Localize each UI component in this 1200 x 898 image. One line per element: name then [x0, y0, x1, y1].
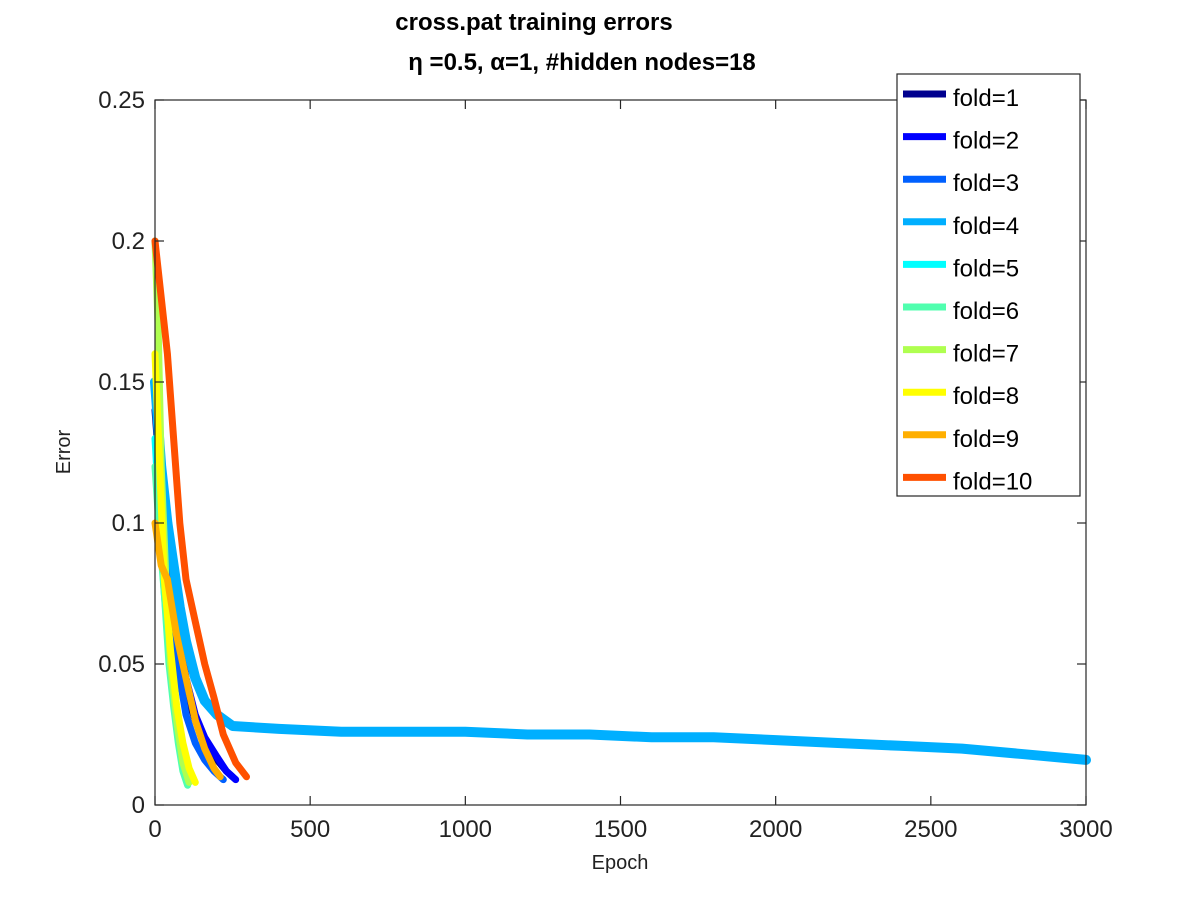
legend-label-fold-6: fold=6: [953, 298, 1019, 325]
x-tick-label: 500: [290, 816, 330, 843]
series-line-fold-4: [150, 377, 1091, 765]
chart-title: cross.pat training errors: [395, 9, 672, 36]
legend-label-fold-4: fold=4: [953, 213, 1019, 240]
tick-layer: 0 500 1000 1500 2000 2500 3000 0 0.05 0.1 0.15 0.2 0…: [98, 87, 1112, 843]
legend-label-fold-3: fold=3: [953, 170, 1019, 197]
y-axis-label: Error: [53, 429, 75, 474]
x-tick-label: 2500: [904, 816, 957, 843]
chart-subtitle: η =0.5, α=1, #hidden nodes=18: [408, 49, 756, 76]
legend-label-fold-10: fold=10: [953, 468, 1032, 495]
y-tick-label: 0.15: [98, 369, 145, 396]
legend-label-fold-9: fold=9: [953, 426, 1019, 453]
x-tick-label: 1500: [594, 816, 647, 843]
y-tick-label: 0: [132, 792, 145, 819]
series-line-fold-8: [151, 350, 199, 786]
legend-label-fold-7: fold=7: [953, 341, 1019, 368]
legend-box: [896, 73, 1081, 497]
series-line-fold-10: [151, 237, 250, 781]
legend-entries: fold=1 fold=2 fold=3 fold=4 fold=5 fold=6 fold…: [903, 85, 1032, 495]
x-axis-label: Epoch: [592, 852, 649, 874]
x-tick-label: 2000: [749, 816, 802, 843]
y-tick-label: 0.2: [112, 228, 145, 255]
y-tick-label: 0.1: [112, 510, 145, 537]
y-tick-label: 0.05: [98, 651, 145, 678]
x-tick-label: 3000: [1059, 816, 1112, 843]
x-tick-label: 1000: [439, 816, 492, 843]
legend: fold=1 fold=2 fold=3 fold=4 fold=5 fold=6 fold…: [896, 73, 1081, 497]
legend-label-fold-5: fold=5: [953, 255, 1019, 282]
legend-label-fold-8: fold=8: [953, 383, 1019, 410]
x-tick-label: 0: [148, 816, 161, 843]
series-layer: [150, 237, 1091, 789]
series-line-fold-9: [151, 519, 224, 781]
legend-label-fold-2: fold=2: [953, 128, 1019, 155]
legend-label-fold-1: fold=1: [953, 85, 1019, 112]
y-tick-label: 0.25: [98, 87, 145, 114]
